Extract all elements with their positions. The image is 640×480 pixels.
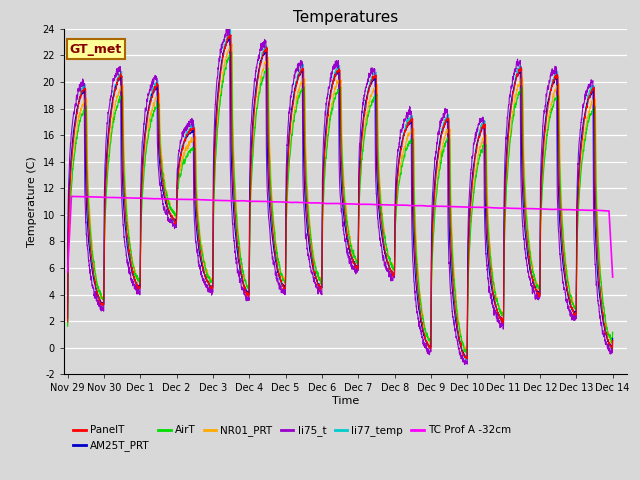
Legend: PanelT, AM25T_PRT, AirT, NR01_PRT, li75_t, li77_temp, TC Prof A -32cm: PanelT, AM25T_PRT, AirT, NR01_PRT, li75_… xyxy=(69,421,515,456)
Title: Temperatures: Temperatures xyxy=(293,10,398,25)
X-axis label: Time: Time xyxy=(332,396,359,406)
Y-axis label: Temperature (C): Temperature (C) xyxy=(27,156,37,247)
Text: GT_met: GT_met xyxy=(70,43,122,56)
